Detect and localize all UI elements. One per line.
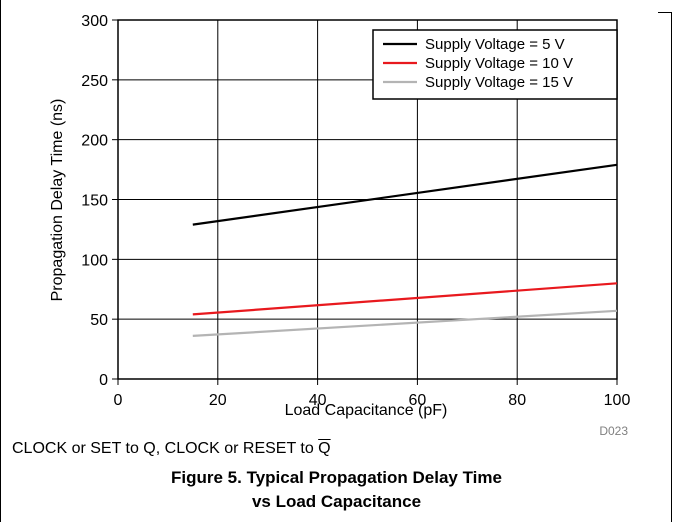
- chart-plot-area: 0 20 40 60 80 100 0 50 100 150 200 250 300 Supply Vol…: [81, 13, 630, 409]
- figure-title-line-1: Figure 5. Typical Propagation Delay Time: [171, 468, 502, 487]
- x-tick-label: 40: [309, 392, 327, 409]
- legend-entry-2: Supply Voltage = 10 V: [425, 55, 573, 72]
- figure-title-line-2: vs Load Capacitance: [251, 492, 422, 511]
- y-tick-label: 300: [81, 13, 108, 30]
- x-tick-label: 60: [409, 392, 427, 409]
- x-tick-label: 80: [508, 392, 526, 409]
- y-axis-label: Propagation Delay Time (ns): [49, 99, 66, 302]
- x-axis-label: Load Capacitance (pF): [285, 402, 448, 419]
- series-line-3: [192, 309, 618, 337]
- q-bar-symbol: Q: [318, 440, 331, 457]
- y-tick-label: 0: [99, 372, 108, 389]
- legend: Supply Voltage = 5 V Supply Voltage = 10 …: [372, 29, 618, 100]
- y-tick-label: 150: [81, 193, 108, 210]
- y-tick-label: 250: [81, 73, 108, 90]
- legend-box: [372, 29, 618, 100]
- legend-entry-3: Supply Voltage = 15 V: [425, 74, 573, 91]
- series-line-2: [192, 282, 618, 316]
- y-tick-label: 200: [81, 133, 108, 150]
- legend-entry-1: Supply Voltage = 5 V: [425, 36, 565, 53]
- y-tick-label: 100: [81, 252, 108, 269]
- y-tick-label: 50: [90, 312, 108, 329]
- figure-code-label: D023: [599, 424, 628, 438]
- x-tick-label: 100: [604, 392, 631, 409]
- series-line-1: [192, 163, 618, 226]
- x-tick-label: 0: [114, 392, 123, 409]
- x-tick-label: 20: [209, 392, 227, 409]
- axes-labels: Load Capacitance (pF) Propagation Delay …: [49, 99, 628, 438]
- figure-note-text: CLOCK or SET to Q, CLOCK or RESET to: [12, 440, 319, 457]
- figure-note: CLOCK or SET to Q, CLOCK or RESET to Q: [12, 440, 331, 458]
